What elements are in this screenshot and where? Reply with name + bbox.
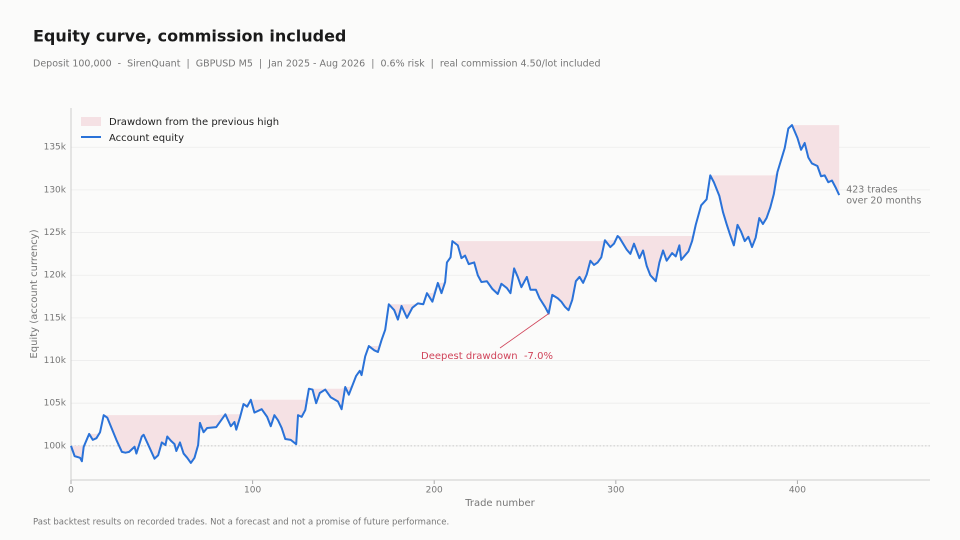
end-label: 423 trades — [846, 185, 897, 196]
y-tick-label: 130k — [44, 185, 67, 195]
y-tick-label: 120k — [44, 271, 67, 281]
chart-title: Equity curve, commission included — [33, 27, 346, 46]
y-tick-label: 100k — [44, 441, 67, 451]
x-tick-label: 400 — [789, 486, 806, 496]
drawdown-area — [71, 125, 840, 463]
end-label: over 20 months — [846, 196, 921, 207]
y-tick-label: 110k — [44, 356, 67, 366]
x-tick-label: 100 — [244, 486, 261, 496]
equity-line — [70, 124, 841, 464]
y-tick-label: 125k — [44, 228, 67, 238]
x-tick-label: 300 — [607, 486, 624, 496]
legend-label: Account equity — [109, 133, 184, 144]
y-tick-label: 105k — [44, 399, 67, 409]
annotation: Deepest drawdown -7.0% — [421, 351, 553, 362]
x-tick-label: 0 — [68, 486, 74, 496]
y-tick-label: 135k — [44, 143, 67, 153]
y-tick-label: 115k — [44, 313, 67, 323]
footnote: Past backtest results on recorded trades… — [33, 518, 449, 528]
legend-swatch — [81, 117, 101, 126]
y-axis-label: Equity (account currency) — [29, 229, 40, 358]
x-tick-label: 200 — [426, 486, 443, 496]
legend-label: Drawdown from the previous high — [109, 117, 279, 128]
x-axis-label: Trade number — [464, 498, 535, 509]
chart-subtitle: Deposit 100,000 - SirenQuant | GBPUSD M5… — [33, 59, 601, 70]
annotation-arrow — [499, 313, 549, 349]
